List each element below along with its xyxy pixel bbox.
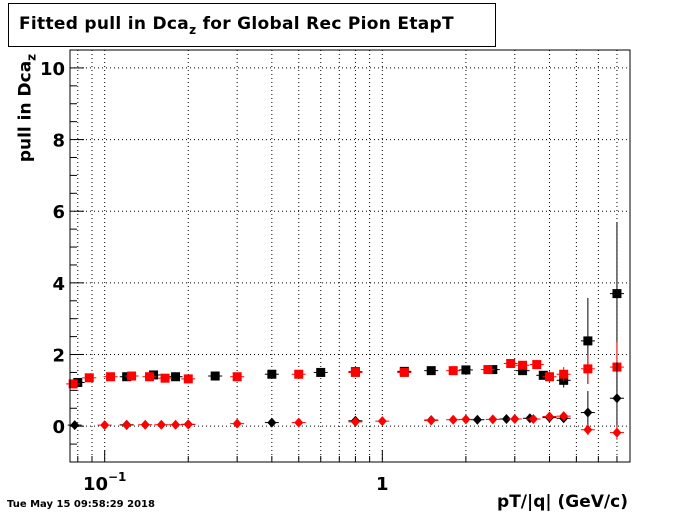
- data-point-diamond: [461, 414, 471, 425]
- data-point-square: [144, 372, 154, 382]
- data-point-diamond: [156, 419, 166, 430]
- data-point-square: [267, 369, 277, 379]
- data-point-diamond: [472, 414, 482, 425]
- y-tick-label: 2: [52, 346, 65, 367]
- data-point-square: [294, 369, 304, 379]
- data-point-square: [127, 371, 137, 381]
- data-point-square: [73, 377, 83, 387]
- data-point-square: [171, 372, 181, 382]
- axes: 0 2 4 6 8 10 10−1 1: [40, 49, 618, 495]
- data-point-diamond: [122, 420, 132, 431]
- data-point-diamond: [232, 418, 242, 429]
- data-point-square: [183, 374, 193, 384]
- data-point-diamond: [612, 393, 622, 404]
- y-axis-label-sub: z: [24, 53, 39, 61]
- data-point-square: [399, 367, 409, 377]
- y-tick-label: 6: [52, 202, 65, 223]
- y-tick-label: 10: [40, 59, 65, 80]
- data-point-diamond: [583, 424, 593, 435]
- data-point-square: [68, 379, 78, 389]
- data-point-diamond: [70, 420, 80, 431]
- data-point-square: [506, 358, 516, 368]
- data-point-square: [559, 369, 569, 379]
- data-point-square: [84, 373, 94, 383]
- data-point-square: [350, 367, 360, 377]
- data-point-square: [160, 373, 170, 383]
- grid-lines: [70, 50, 630, 462]
- data-point-square: [518, 366, 528, 376]
- data-point-diamond: [612, 427, 622, 438]
- chart-title: Fitted pull in Dcaz for Global Rec Pion …: [19, 14, 454, 37]
- y-axis-label: pull in Dcaz: [16, 54, 39, 162]
- data-point-square: [538, 370, 548, 380]
- data-point-diamond: [488, 414, 498, 425]
- data-point-square: [518, 360, 528, 370]
- data-point-square: [316, 367, 326, 377]
- data-point-diamond: [544, 411, 554, 422]
- data-point-square: [612, 289, 622, 299]
- data-point-diamond: [294, 417, 304, 428]
- chart-title-prefix: Fitted pull in Dca: [19, 14, 190, 34]
- plot-frame: [69, 49, 631, 463]
- series-2: [66, 341, 624, 393]
- data-point-diamond: [448, 414, 458, 425]
- data-point-diamond: [501, 414, 511, 425]
- chart-title-suffix: for Global Rec Pion EtapT: [196, 14, 454, 34]
- data-point-diamond: [100, 420, 110, 431]
- y-axis-label-prefix: pull in Dca: [15, 60, 36, 163]
- y-tick-label: 4: [52, 274, 65, 295]
- x-tick-label: 1: [376, 474, 389, 495]
- data-markers: [66, 221, 624, 440]
- data-point-square: [544, 372, 554, 382]
- date-stamp: Tue May 15 09:58:29 2018: [7, 499, 155, 510]
- data-point-square: [426, 366, 436, 376]
- data-point-square: [232, 372, 242, 382]
- data-point-square: [210, 371, 220, 381]
- series-4: [97, 411, 624, 440]
- data-point-diamond: [377, 416, 387, 427]
- data-point-square: [532, 360, 542, 370]
- data-point-square: [461, 365, 471, 375]
- data-point-diamond: [267, 417, 277, 428]
- data-point-square: [583, 336, 593, 346]
- chart-title-sub: z: [189, 23, 197, 37]
- y-tick-label: 8: [52, 131, 65, 152]
- data-point-square: [448, 366, 458, 376]
- data-point-square: [106, 372, 116, 382]
- y-tick-label: 0: [52, 417, 65, 438]
- data-point-diamond: [528, 414, 538, 425]
- data-point-diamond: [559, 411, 569, 422]
- title-box: Fitted pull in Dcaz for Global Rec Pion …: [8, 3, 496, 47]
- data-point-square: [122, 372, 132, 382]
- data-point-diamond: [140, 419, 150, 430]
- data-point-square: [483, 365, 493, 375]
- data-point-diamond: [350, 416, 360, 427]
- x-tick-label: 10−1: [83, 470, 126, 495]
- x-axis-label: pT/|q| (GeV/c): [497, 492, 628, 512]
- data-point-diamond: [510, 414, 520, 425]
- data-point-diamond: [171, 419, 181, 430]
- data-point-diamond: [183, 419, 193, 430]
- data-point-diamond: [583, 407, 593, 418]
- data-point-square: [583, 364, 593, 374]
- data-point-diamond: [426, 415, 436, 426]
